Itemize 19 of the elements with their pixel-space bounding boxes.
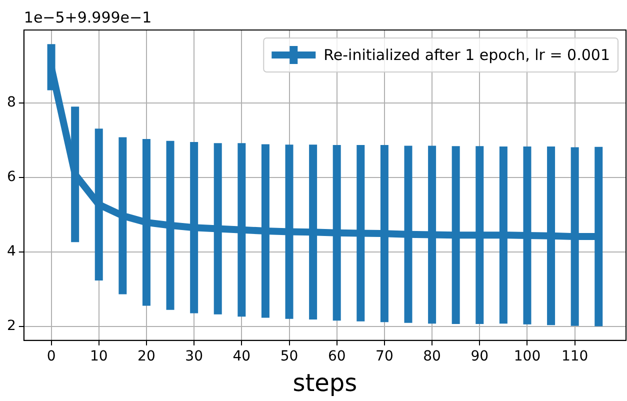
x-tick-label: 80 bbox=[423, 348, 441, 364]
x-tick-label: 100 bbox=[514, 348, 541, 364]
y-tick-label: 6 bbox=[6, 169, 16, 186]
text: 1e−5+9.999e−1 bbox=[24, 8, 152, 26]
x-tick-label: 110 bbox=[561, 348, 588, 364]
x-tick-label: 70 bbox=[376, 348, 394, 364]
x-tick-label: 90 bbox=[470, 348, 489, 364]
x-tick-label: 50 bbox=[280, 348, 298, 364]
x-axis-title: steps bbox=[292, 368, 358, 397]
y-tick-label: 8 bbox=[6, 94, 16, 111]
x-tick-label: 0 bbox=[46, 348, 56, 364]
x-tick-label: 30 bbox=[185, 348, 203, 364]
x-tick-label: 20 bbox=[138, 348, 156, 364]
x-tick-label: 60 bbox=[328, 348, 346, 364]
legend-label: Re-initialized after 1 epoch, lr = 0.001 bbox=[324, 46, 610, 64]
y-tick-label: 2 bbox=[6, 318, 16, 334]
y-tick-label: 4 bbox=[6, 243, 16, 260]
x-tick-label: 10 bbox=[90, 348, 108, 364]
x-tick-label: 40 bbox=[232, 348, 251, 364]
